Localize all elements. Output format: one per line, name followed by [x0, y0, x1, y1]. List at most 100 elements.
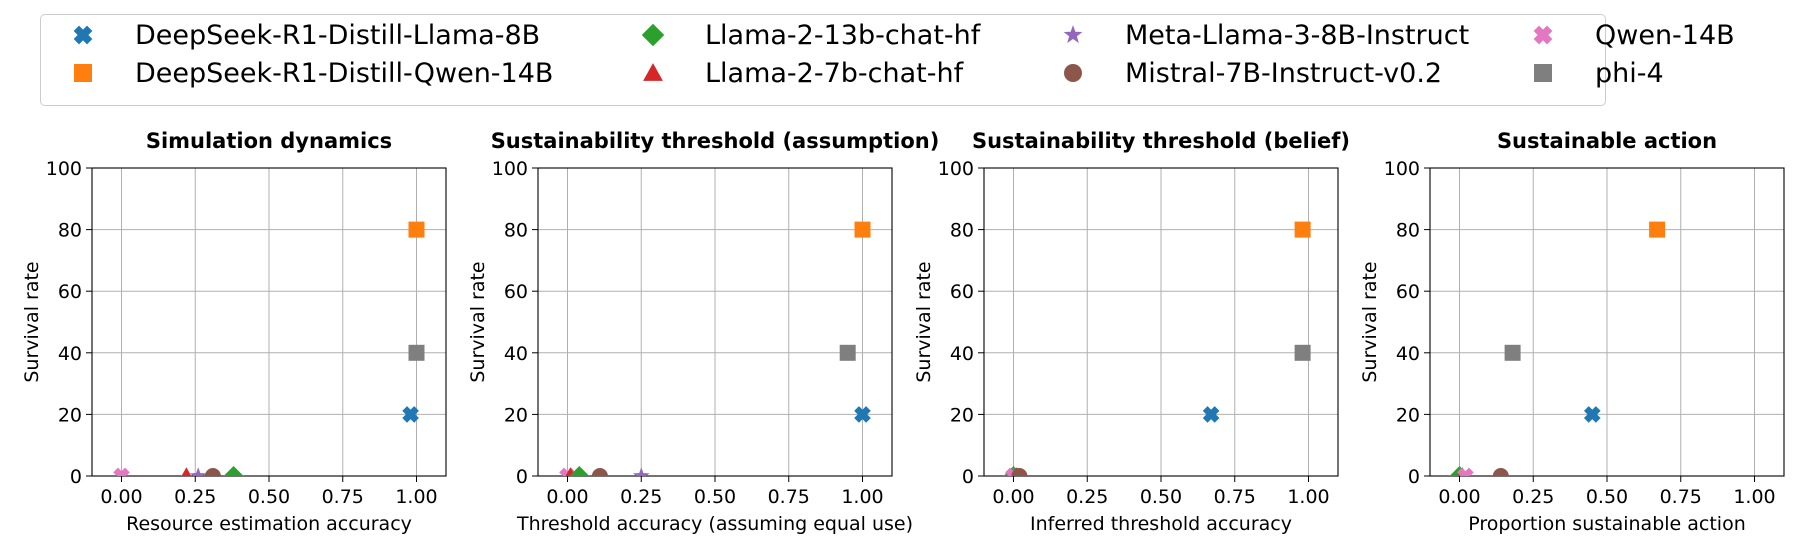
legend-label: DeepSeek-R1-Distill-Llama-8B [135, 19, 541, 51]
panel-title: Sustainability threshold (belief) [972, 129, 1350, 153]
y-tick-label: 20 [504, 404, 528, 426]
legend-item-phi-4: phi-4 [1529, 55, 1664, 91]
y-axis-label: Survival rate [467, 261, 489, 382]
panel-title: Sustainable action [1497, 129, 1717, 153]
x-axis-label: Proportion sustainable action [1468, 513, 1746, 535]
x-tick-label: 0.75 [322, 486, 364, 508]
x-tick-label: 0.50 [694, 486, 736, 508]
y-tick-label: 100 [492, 158, 528, 180]
chart-panel-sustainable-action: Sustainable action 0.00 0.25 0.50 0.75 1.00 0 2… [1338, 120, 1785, 540]
y-tick-label: 20 [950, 404, 974, 426]
y-tick-label: 20 [1396, 404, 1420, 426]
legend-label: DeepSeek-R1-Distill-Qwen-14B [135, 57, 554, 89]
point-llama-2-7b-chat-hf [181, 467, 192, 476]
legend-marker-star [1063, 25, 1083, 44]
data-points [559, 221, 871, 476]
panel-title: Sustainability threshold (assumption) [491, 129, 940, 153]
point-qwen-14b [1457, 467, 1474, 476]
chart-panel-simulation-dynamics: Simulation dynamics 0.00 0.25 0.50 0.75 1.00 0… [0, 120, 447, 540]
x-tick-label: 0.00 [992, 486, 1034, 508]
x-tick-label: 0.75 [1660, 486, 1702, 508]
y-axis-label: Survival rate [913, 261, 935, 382]
y-tick-label: 60 [58, 281, 82, 303]
x-tick-label: 1.00 [841, 486, 883, 508]
point-deepseek-r1-distill-llama-8b [402, 406, 419, 423]
point-deepseek-r1-distill-qwen-14b [408, 221, 425, 238]
y-tick-label: 40 [58, 343, 82, 365]
y-tick-label: 80 [504, 220, 528, 242]
point-meta-llama-3-8b-instruct [632, 467, 650, 476]
data-points [113, 221, 425, 476]
y-tick-label: 40 [504, 343, 528, 365]
chart-panel-sustainability-threshold-assumption: Sustainability threshold (assumption) 0.0… [446, 120, 939, 540]
point-mistral-7b-instruct-v0-2 [1492, 468, 1509, 476]
y-tick-label: 80 [950, 220, 974, 242]
x-tick-label: 0.50 [1140, 486, 1182, 508]
legend-label: Meta-Llama-3-8B-Instruct [1125, 19, 1470, 51]
data-points [1449, 221, 1666, 476]
chart-svg: Sustainability threshold (belief) 0.00 0.2… [913, 129, 1350, 535]
point-deepseek-r1-distill-qwen-14b [1649, 221, 1666, 238]
legend-label: phi-4 [1595, 57, 1664, 89]
x-tick-label: 0.25 [1066, 486, 1108, 508]
x-tick-label: 0.00 [100, 486, 142, 508]
legend-label: Llama-2-13b-chat-hf [705, 19, 981, 51]
legend-label: Mistral-7B-Instruct-v0.2 [1125, 57, 1443, 89]
x-tick-label: 1.00 [1733, 486, 1775, 508]
legend-marker-circle [1064, 64, 1082, 82]
y-tick-label: 0 [70, 466, 82, 488]
y-axis-label: Survival rate [1359, 261, 1381, 382]
point-mistral-7b-instruct-v0-2 [591, 468, 608, 476]
legend-item-meta-llama-3-8b-instruct: Meta-Llama-3-8B-Instruct [1059, 17, 1469, 53]
y-tick-label: 20 [58, 404, 82, 426]
point-phi-4 [1294, 344, 1311, 361]
x-axis-label: Inferred threshold accuracy [1030, 513, 1292, 535]
legend-label: Qwen-14B [1595, 19, 1735, 51]
point-deepseek-r1-distill-llama-8b [1583, 406, 1601, 423]
point-deepseek-r1-distill-qwen-14b [854, 221, 871, 238]
x-axis-label: Resource estimation accuracy [126, 513, 412, 535]
point-llama-2-13b-chat-hf [569, 466, 590, 476]
y-tick-label: 0 [962, 466, 974, 488]
point-mistral-7b-instruct-v0-2 [1011, 468, 1028, 476]
x-tick-label: 0.00 [546, 486, 588, 508]
x-tick-label: 0.25 [1512, 486, 1554, 508]
y-tick-label: 0 [1408, 466, 1420, 488]
x-tick-label: 0.25 [174, 486, 216, 508]
y-tick-label: 60 [950, 281, 974, 303]
legend-item-llama-2-7b-chat-hf: Llama-2-7b-chat-hf [639, 55, 963, 91]
x-tick-label: 0.00 [1438, 486, 1480, 508]
x-tick-label: 1.00 [1287, 486, 1329, 508]
chart-panel-sustainability-threshold-belief: Sustainability threshold (belief) 0.00 0.2… [892, 120, 1350, 540]
y-tick-label: 0 [516, 466, 528, 488]
x-axis-label: Threshold accuracy (assuming equal use) [516, 513, 913, 535]
point-meta-llama-3-8b-instruct [189, 467, 207, 476]
point-phi-4 [1504, 344, 1521, 361]
point-mistral-7b-instruct-v0-2 [204, 468, 221, 476]
point-deepseek-r1-distill-llama-8b [854, 406, 871, 423]
legend-label: Llama-2-7b-chat-hf [705, 57, 964, 89]
x-tick-label: 0.75 [1214, 486, 1256, 508]
chart-svg: Sustainable action 0.00 0.25 0.50 0.75 1.00 0 2… [1359, 129, 1785, 535]
legend-item-qwen-14b: Qwen-14B [1529, 17, 1735, 53]
y-tick-label: 60 [1396, 281, 1420, 303]
y-tick-label: 100 [938, 158, 974, 180]
legend-item-deepseek-r1-distill-llama-8b: DeepSeek-R1-Distill-Llama-8B [69, 17, 540, 53]
legend-marker-square [1534, 64, 1552, 82]
y-tick-label: 80 [58, 220, 82, 242]
point-llama-2-13b-chat-hf [223, 466, 244, 476]
legend-marker-diamond [641, 23, 665, 47]
point-qwen-14b [113, 467, 130, 476]
legend-marker-triangle [643, 63, 663, 81]
data-points [1003, 221, 1311, 476]
legend-marker-x-filled [73, 25, 93, 45]
y-tick-label: 40 [950, 343, 974, 365]
legend-item-llama-2-13b-chat-hf: Llama-2-13b-chat-hf [639, 17, 980, 53]
legend-item-mistral-7b-instruct-v0-2: Mistral-7B-Instruct-v0.2 [1059, 55, 1442, 91]
legend-marker-square [74, 64, 92, 82]
y-tick-label: 100 [46, 158, 82, 180]
panel-title: Simulation dynamics [146, 129, 392, 153]
x-tick-label: 0.25 [620, 486, 662, 508]
chart-svg: Simulation dynamics 0.00 0.25 0.50 0.75 1.00 0… [21, 129, 447, 535]
